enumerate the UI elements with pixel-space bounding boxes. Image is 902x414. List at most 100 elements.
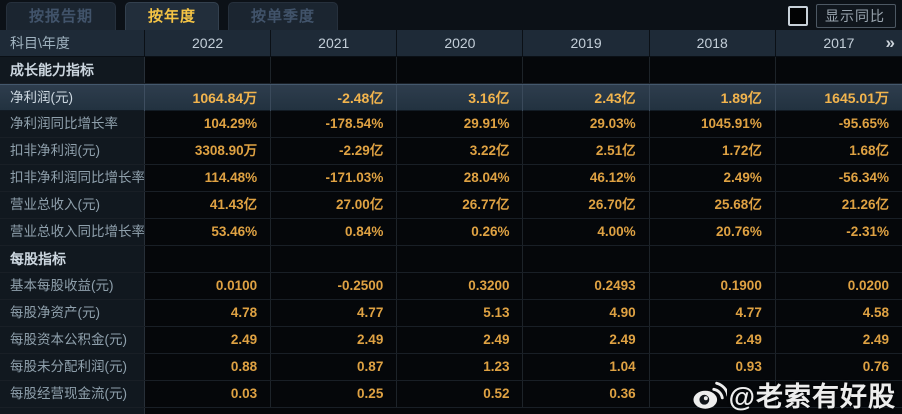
value-cell: -171.03% <box>271 165 398 191</box>
value-cell: 2.49 <box>397 327 524 353</box>
value-cell: 21.26亿 <box>841 197 889 212</box>
value-cell: 4.78 <box>145 300 272 326</box>
table-row[interactable]: 营业总收入(元) 41.43亿 27.00亿 26.77亿 26.70亿 25.68亿 21… <box>0 192 902 219</box>
cutoff-label-cell <box>0 408 145 414</box>
value-cell: 1645.01万 <box>824 90 889 106</box>
value-cell: -0.2500 <box>271 273 398 299</box>
value-cell: 0.03 <box>145 381 272 407</box>
value-cell: 1.72亿 <box>650 138 776 164</box>
value-cell: 2.49 <box>650 327 776 353</box>
value-cell: 29.03% <box>523 111 650 137</box>
value-cell: 104.29% <box>145 111 272 137</box>
value-cell: 0.93 <box>650 354 776 380</box>
value-cell: 1.68亿 <box>849 143 889 158</box>
value-cell: 0.87 <box>271 354 398 380</box>
table-row[interactable]: 每股净资产(元) 4.78 4.77 5.13 4.90 4.77 4.58 <box>0 300 902 327</box>
table-row[interactable]: 基本每股收益(元) 0.0100 -0.2500 0.3200 0.2493 0.1900… <box>0 273 902 300</box>
value-cell <box>271 57 398 83</box>
value-cell: 1.89亿 <box>650 85 776 111</box>
value-cell <box>523 57 650 83</box>
row-label: 扣非净利润(元) <box>0 138 145 164</box>
table-row[interactable]: 营业总收入同比增长率 53.46% 0.84% 0.26% 4.00% 20.76% -2.… <box>0 219 902 246</box>
value-cell: 0.25 <box>271 381 398 407</box>
value-cell: 4.58 <box>862 305 889 320</box>
row-label: 每股指标 <box>0 246 145 272</box>
value-cell <box>145 57 272 83</box>
value-cell: 2.49 <box>862 332 889 347</box>
value-cell: 0.2493 <box>523 273 650 299</box>
value-cell: 4.77 <box>650 300 776 326</box>
value-cell: 3308.90万 <box>145 138 272 164</box>
value-cell: 3.16亿 <box>397 85 524 111</box>
value-cell <box>271 246 398 272</box>
value-cell: 0.0100 <box>145 273 272 299</box>
row-label: 营业总收入同比增长率 <box>0 219 145 245</box>
row-label: 基本每股收益(元) <box>0 273 145 299</box>
value-cell: 26.70亿 <box>523 192 650 218</box>
compare-controls: 显示同比 <box>788 4 896 28</box>
value-cell: 4.00% <box>523 219 650 245</box>
value-cell <box>650 246 776 272</box>
value-cell: 20.76% <box>650 219 776 245</box>
value-cell <box>650 57 776 83</box>
row-label: 每股净资产(元) <box>0 300 145 326</box>
value-cell: 0.52 <box>397 381 524 407</box>
table-row[interactable]: 每股资本公积金(元) 2.49 2.49 2.49 2.49 2.49 2.49 <box>0 327 902 354</box>
show-yoy-checkbox[interactable] <box>788 6 808 26</box>
value-cell: -2.48亿 <box>271 85 398 111</box>
table-row[interactable]: 扣非净利润同比增长率 114.48% -171.03% 28.04% 46.12% 2.4… <box>0 165 902 192</box>
value-cell: -2.29亿 <box>271 138 398 164</box>
tab-by-year[interactable]: 按年度 <box>125 2 220 30</box>
value-cell: 2.49 <box>145 327 272 353</box>
value-cell: 0.76 <box>862 359 889 374</box>
value-cell: 5.13 <box>397 300 524 326</box>
value-cell: -2.31% <box>846 224 889 239</box>
section-header-row[interactable]: 成长能力指标 <box>0 57 902 84</box>
value-cell <box>650 381 776 407</box>
value-cell: 4.77 <box>271 300 398 326</box>
value-cell: 1.04 <box>523 354 650 380</box>
value-cell: -178.54% <box>271 111 398 137</box>
table-row[interactable]: 每股未分配利润(元) 0.88 0.87 1.23 1.04 0.93 0.76 <box>0 354 902 381</box>
row-label: 扣非净利润同比增长率 <box>0 165 145 191</box>
value-cell: 4.90 <box>523 300 650 326</box>
row-label: 每股未分配利润(元) <box>0 354 145 380</box>
table-cutoff-row <box>0 408 902 414</box>
value-cell: 2.51亿 <box>523 138 650 164</box>
value-cell: 0.1900 <box>650 273 776 299</box>
row-label: 营业总收入(元) <box>0 192 145 218</box>
table-row[interactable]: 净利润(元) 1064.84万 -2.48亿 3.16亿 2.43亿 1.89亿 1645.… <box>0 84 902 111</box>
table-row[interactable]: 净利润同比增长率 104.29% -178.54% 29.91% 29.03% 1045.… <box>0 111 902 138</box>
value-cell: 2.43亿 <box>523 85 650 111</box>
value-cell: 53.46% <box>145 219 272 245</box>
value-cell: 0.88 <box>145 354 272 380</box>
value-cell: -95.65% <box>838 116 889 131</box>
value-cell: 0.36 <box>523 381 650 407</box>
row-label: 净利润同比增长率 <box>0 111 145 137</box>
value-cell <box>776 381 902 407</box>
value-cell: 27.00亿 <box>271 192 398 218</box>
value-cell: 46.12% <box>523 165 650 191</box>
value-cell: 1045.91% <box>650 111 776 137</box>
value-cell: 2.49 <box>271 327 398 353</box>
table-row[interactable]: 扣非净利润(元) 3308.90万 -2.29亿 3.22亿 2.51亿 1.72亿 1.6… <box>0 138 902 165</box>
year-column-header: 2021 <box>271 30 398 56</box>
row-label: 每股资本公积金(元) <box>0 327 145 353</box>
section-header-row[interactable]: 每股指标 <box>0 246 902 273</box>
value-cell: 3.22亿 <box>397 138 524 164</box>
value-cell: 26.77亿 <box>397 192 524 218</box>
tab-by-single-quarter[interactable]: 按单季度 <box>228 2 339 30</box>
value-cell: 2.49 <box>523 327 650 353</box>
more-years-icon[interactable]: » <box>885 33 895 52</box>
tab-by-report-period[interactable]: 按报告期 <box>6 2 117 30</box>
value-cell <box>776 246 902 272</box>
year-column-header: 2017» <box>776 30 902 56</box>
value-cell: 0.3200 <box>397 273 524 299</box>
value-cell <box>397 57 524 83</box>
value-cell: 2.49% <box>650 165 776 191</box>
table-row[interactable]: 每股经营现金流(元) 0.03 0.25 0.52 0.36 <box>0 381 902 408</box>
value-cell: 0.0200 <box>847 278 889 293</box>
show-yoy-label[interactable]: 显示同比 <box>816 4 896 28</box>
row-label: 净利润(元) <box>0 85 145 111</box>
